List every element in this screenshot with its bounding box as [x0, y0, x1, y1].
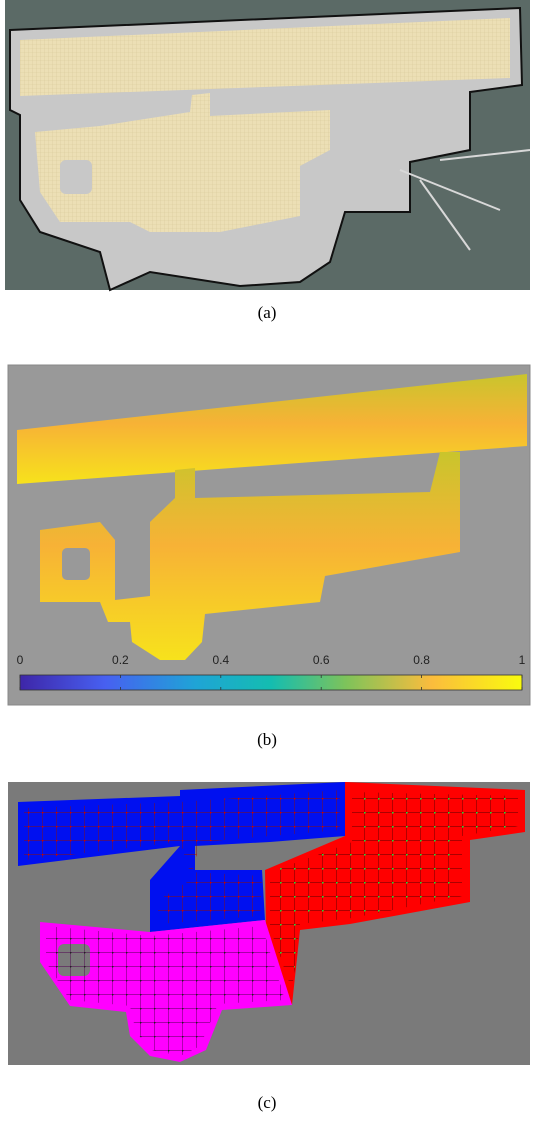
map-panel [5, 0, 530, 290]
colorbar-tick-label: 1 [519, 653, 526, 667]
figure: (a) (b) (c) 0 0.2 0.4 0.6 0.8 1 [0, 0, 535, 1135]
colorbar-tick-label: 0 [17, 653, 24, 667]
potential-panel [8, 365, 530, 705]
partition-panel [8, 782, 530, 1065]
caption: (b) [257, 730, 277, 749]
colorbar-tick-label: 0.8 [413, 653, 430, 667]
colorbar-tick-label: 0.6 [313, 653, 330, 667]
colorbar-tick-label: 0.4 [212, 653, 229, 667]
page: (a) (b) (c) 00.20.40.60.81 (() => { cons… [0, 0, 535, 1135]
caption: (a) [258, 303, 277, 322]
caption: (c) [258, 1093, 277, 1112]
colorbar-tick-label: 0.2 [112, 653, 129, 667]
colorbar [20, 675, 522, 690]
